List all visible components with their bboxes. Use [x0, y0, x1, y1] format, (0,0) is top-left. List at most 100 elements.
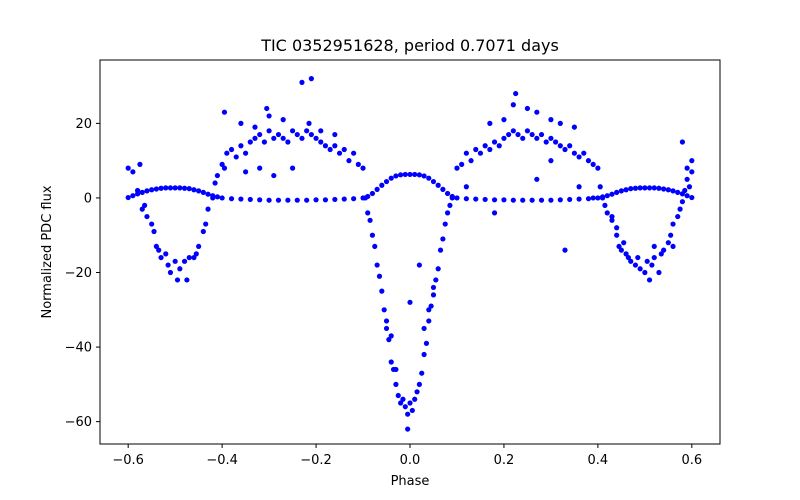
- data-point: [482, 196, 488, 203]
- data-point: [402, 171, 408, 178]
- data-point: [221, 109, 228, 115]
- data-point: [543, 139, 549, 145]
- x-axis-label: Phase: [391, 474, 430, 489]
- data-point: [214, 194, 221, 200]
- data-point: [473, 196, 479, 202]
- data-point: [567, 196, 573, 203]
- data-point: [153, 243, 159, 250]
- x-tick-label: −0.4: [206, 453, 238, 468]
- data-point: [585, 158, 592, 164]
- data-point: [228, 196, 235, 202]
- data-point: [623, 251, 629, 257]
- data-point: [454, 165, 460, 171]
- data-point: [271, 135, 277, 141]
- data-point: [421, 173, 427, 179]
- data-point: [616, 243, 622, 250]
- data-point: [308, 131, 314, 138]
- data-point: [285, 139, 291, 145]
- data-point: [219, 195, 225, 201]
- data-point: [614, 189, 620, 195]
- data-point: [214, 172, 221, 179]
- data-point: [257, 131, 263, 138]
- data-point: [402, 404, 408, 410]
- data-point: [618, 188, 624, 194]
- data-point: [421, 325, 427, 332]
- data-point: [585, 196, 592, 202]
- data-point: [374, 186, 380, 192]
- data-point: [501, 117, 507, 123]
- data-point: [149, 221, 155, 227]
- data-point: [571, 150, 577, 156]
- data-point: [212, 180, 218, 186]
- data-point: [271, 172, 277, 179]
- data-point: [172, 185, 178, 191]
- data-point: [590, 161, 596, 167]
- data-point: [233, 154, 239, 160]
- data-point: [515, 131, 521, 138]
- data-point: [139, 206, 145, 212]
- data-point: [651, 185, 657, 191]
- data-point: [407, 400, 413, 406]
- data-point: [430, 284, 437, 291]
- data-point: [289, 128, 296, 134]
- data-point: [355, 161, 361, 167]
- data-point: [602, 202, 608, 208]
- data-point: [597, 184, 603, 190]
- data-point: [651, 243, 657, 250]
- data-point: [393, 366, 399, 373]
- data-point: [604, 193, 610, 199]
- data-point: [266, 197, 272, 203]
- data-point: [376, 273, 383, 279]
- data-point: [679, 139, 686, 145]
- data-point: [623, 187, 629, 193]
- data-point: [142, 202, 148, 208]
- data-point: [426, 307, 432, 313]
- data-point: [534, 109, 540, 115]
- data-point: [529, 197, 535, 203]
- data-point: [257, 197, 263, 203]
- data-point: [238, 196, 244, 202]
- data-point: [186, 254, 192, 261]
- data-point: [304, 128, 310, 134]
- data-point: [576, 184, 582, 190]
- data-point: [473, 146, 479, 153]
- data-point: [174, 277, 181, 283]
- data-point: [609, 191, 615, 197]
- data-point: [224, 150, 230, 156]
- data-point: [646, 185, 653, 191]
- data-point: [524, 105, 531, 112]
- data-point: [351, 196, 357, 202]
- data-point: [454, 195, 460, 201]
- data-point: [388, 333, 394, 339]
- data-point: [548, 117, 554, 123]
- data-point: [632, 185, 639, 191]
- data-point: [656, 185, 662, 191]
- y-tick-label: −20: [65, 266, 92, 281]
- data-point: [656, 269, 662, 276]
- data-point: [426, 175, 432, 181]
- data-point: [510, 197, 516, 203]
- data-point: [599, 195, 606, 201]
- data-point: [238, 143, 244, 149]
- data-point: [661, 186, 667, 192]
- data-point: [177, 185, 183, 191]
- data-point: [412, 396, 418, 402]
- data-point: [520, 197, 526, 203]
- data-point: [289, 165, 296, 171]
- data-point: [609, 213, 615, 220]
- data-point: [266, 128, 272, 134]
- data-point: [576, 196, 582, 202]
- y-tick-label: 0: [84, 191, 92, 206]
- data-point: [677, 206, 683, 212]
- data-point: [275, 197, 282, 203]
- data-point: [200, 189, 206, 195]
- data-point: [362, 195, 368, 201]
- data-point: [336, 150, 343, 156]
- data-point: [177, 266, 183, 272]
- data-point: [670, 221, 676, 227]
- data-point: [196, 188, 202, 194]
- data-point: [318, 128, 324, 134]
- data-point: [628, 258, 634, 264]
- data-point: [221, 165, 228, 171]
- data-point: [689, 158, 695, 164]
